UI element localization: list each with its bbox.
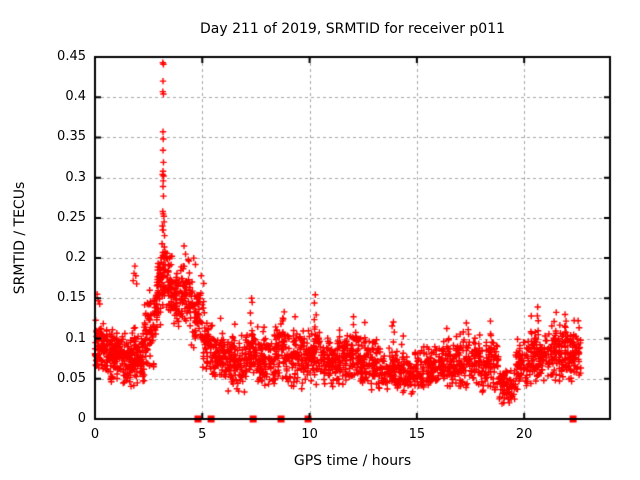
y-tick-label: 0.2 — [65, 250, 86, 266]
y-tick-label: 0.25 — [57, 209, 86, 225]
x-tick-label: 5 — [198, 427, 207, 442]
y-tick-label: 0.45 — [57, 49, 86, 64]
x-axis-title: GPS time / hours — [293, 453, 412, 469]
x-tick-label: 0 — [90, 427, 100, 442]
y-tick-label: 0.15 — [57, 290, 86, 306]
y-tick-label: 0.3 — [65, 169, 86, 185]
y-tick-label: 0 — [77, 411, 86, 426]
y-tick-label: 0.4 — [65, 89, 86, 105]
y-tick-label: 0.35 — [57, 129, 86, 145]
y-axis-title: SRMTID / TECUs — [12, 181, 28, 295]
y-tick-label: 0.05 — [57, 370, 86, 386]
x-tick-label: 10 — [301, 427, 318, 442]
x-tick-label: 15 — [408, 427, 426, 442]
chart-title: Day 211 of 2019, SRMTID for receiver p01… — [199, 21, 506, 37]
y-tick-label: 0.1 — [65, 330, 86, 346]
x-tick-label: 20 — [515, 427, 533, 442]
